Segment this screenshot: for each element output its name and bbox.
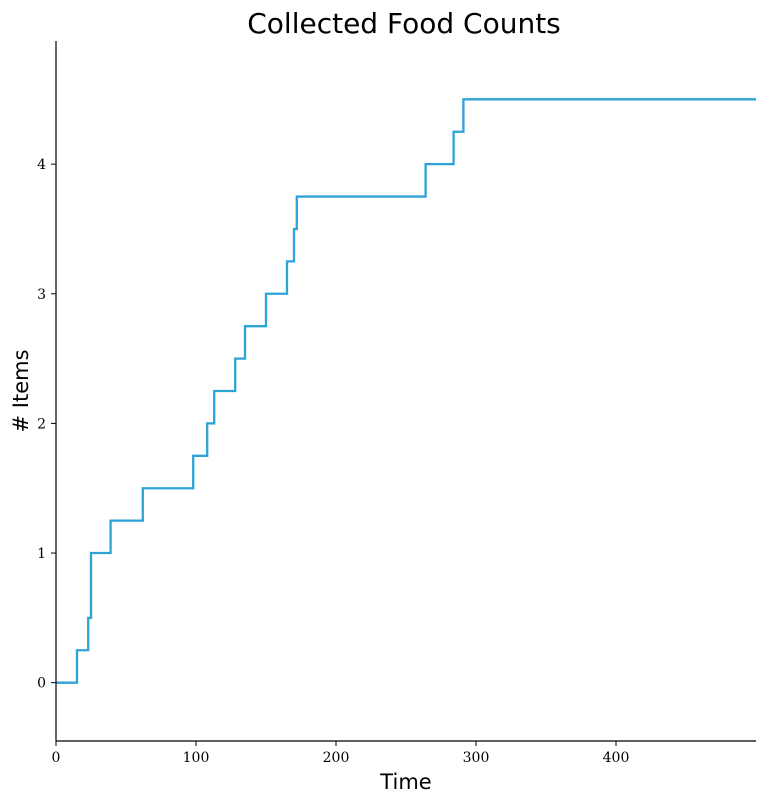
x-tick-label: 400 (603, 750, 630, 766)
x-tick-label: 0 (52, 750, 61, 766)
x-tick-label: 200 (323, 750, 350, 766)
chart-title: Collected Food Counts (247, 7, 561, 40)
y-axis-label: # Items (9, 349, 33, 432)
x-tick-label: 300 (463, 750, 490, 766)
y-tick-label: 1 (37, 546, 46, 562)
tick-layer: 0 100 200 300 400 0 1 2 3 4 (37, 157, 629, 766)
x-axis-label: Time (379, 770, 431, 794)
y-tick-label: 0 (37, 676, 46, 692)
y-tick-label: 4 (37, 157, 46, 173)
y-tick-label: 2 (37, 416, 46, 432)
series-line-0 (56, 98, 756, 684)
plot-area (56, 98, 756, 684)
x-tick-label: 100 (183, 750, 210, 766)
y-tick-label: 3 (37, 287, 46, 303)
